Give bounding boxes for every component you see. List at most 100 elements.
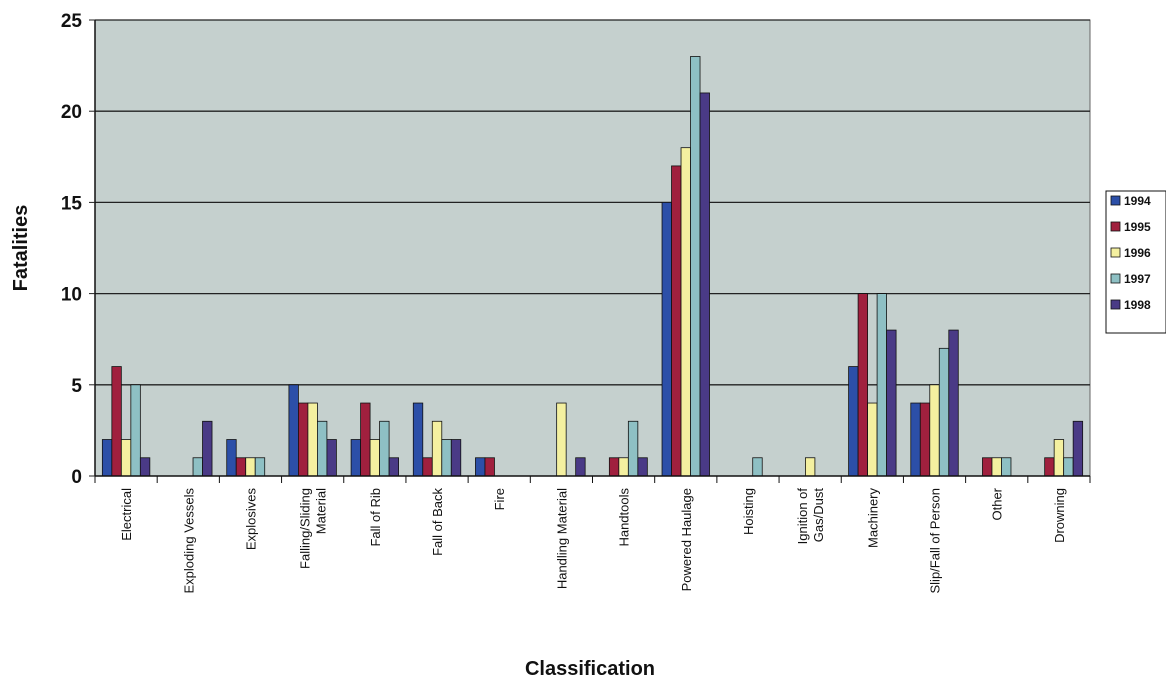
legend-label-1994: 1994 (1124, 194, 1151, 208)
bar-1996-15 (1053, 439, 1065, 477)
bar-1996-14 (991, 457, 1002, 477)
bar-1998-5 (450, 439, 462, 477)
category-label: Ignition of (795, 488, 810, 545)
bar-1998-12 (886, 329, 897, 477)
bar-1995-15 (1044, 457, 1055, 477)
category-label: Hoisting (741, 488, 756, 535)
bar-1997-14 (1001, 457, 1012, 477)
bar-1996-7 (556, 402, 567, 477)
bar-1996-12 (867, 402, 878, 477)
bar-1996-3 (307, 402, 318, 477)
bar-1998-15 (1072, 420, 1084, 477)
category-label: Exploding Vessels (181, 488, 196, 594)
category-label: Explosives (243, 488, 258, 551)
category-label: Fall of Rib (368, 488, 383, 547)
category-label: Fire (492, 488, 507, 510)
category-label: Electrical (119, 488, 134, 541)
category-label: Other (990, 487, 1005, 520)
bar-1995-9 (671, 165, 682, 477)
bar-1996-8 (618, 457, 629, 477)
axes (94, 20, 1091, 483)
category-label: Material (314, 488, 329, 534)
category-label: Falling/Sliding (298, 488, 313, 569)
y-tick-label: 10 (61, 285, 82, 306)
y-tick-label: 25 (61, 11, 83, 32)
bar-1994-0 (101, 439, 113, 477)
bar-1998-13 (948, 329, 959, 477)
bar-1995-2 (235, 457, 247, 477)
bar-1996-2 (245, 457, 256, 477)
bar-1994-4 (350, 439, 361, 477)
bar-1998-1 (202, 420, 213, 477)
category-label: Drowning (1052, 488, 1067, 543)
bar-1997-3 (317, 420, 328, 477)
bar-1997-15 (1063, 457, 1074, 477)
category-label: Gas/Dust (811, 488, 826, 543)
bar-1998-7 (575, 457, 586, 477)
bar-1996-0 (120, 439, 132, 477)
bar-1995-3 (298, 402, 309, 477)
category-label: Fall of Back (430, 488, 445, 556)
category-label: Machinery (865, 488, 880, 548)
category-label: Handtools (617, 488, 632, 547)
legend-swatch-1998 (1110, 299, 1121, 310)
bar-1997-0 (130, 384, 141, 477)
bar-1998-8 (637, 457, 648, 477)
bar-1994-9 (661, 201, 672, 477)
bar-1996-5 (431, 420, 443, 477)
bar-1995-4 (360, 402, 371, 477)
gridlines (95, 19, 1090, 386)
bar-1995-0 (111, 366, 122, 477)
bar-1995-14 (982, 457, 993, 477)
legend-swatch-1997 (1110, 273, 1121, 284)
legend: 1994 1995 1996 1997 1998 (1105, 190, 1166, 334)
legend-swatch-1995 (1110, 221, 1121, 232)
bar-1996-13 (929, 384, 940, 477)
bar-1994-2 (226, 439, 237, 477)
legend-swatch-1996 (1110, 247, 1121, 258)
bar-1995-12 (857, 293, 868, 477)
legend-label-1997: 1997 (1124, 272, 1151, 286)
bars (101, 56, 1084, 477)
bar-1997-4 (379, 420, 390, 477)
legend-label-1995: 1995 (1124, 220, 1151, 234)
y-tick-label: 5 (71, 376, 82, 397)
bar-1997-13 (938, 347, 950, 477)
bar-1995-6 (484, 457, 495, 477)
bar-1998-0 (139, 457, 151, 477)
bar-1994-12 (848, 366, 859, 477)
y-tick-label: 15 (61, 193, 83, 214)
bar-1994-3 (288, 384, 299, 477)
bar-1995-13 (919, 402, 931, 477)
legend-label-1996: 1996 (1124, 246, 1151, 260)
bar-1997-2 (254, 457, 266, 477)
bar-1998-3 (326, 439, 337, 477)
x-axis-title: Classification (525, 658, 655, 680)
bar-1996-4 (369, 439, 380, 477)
bar-1997-8 (627, 420, 639, 477)
bar-1998-9 (699, 92, 710, 477)
plot-area (94, 19, 1091, 477)
bar-1997-1 (192, 457, 203, 477)
bar-1995-8 (608, 457, 620, 477)
y-tick-labels: 0 5 10 15 20 25 (61, 11, 95, 488)
bar-1995-5 (422, 457, 433, 477)
bar-1994-6 (475, 457, 486, 477)
category-label: Slip/Fall of Person (928, 488, 943, 594)
y-axis-title: Fatalities (10, 205, 32, 292)
legend-label-1998: 1998 (1124, 298, 1151, 312)
bar-1996-11 (805, 457, 816, 477)
y-tick-label: 20 (61, 102, 82, 123)
category-label: Handling Material (554, 488, 569, 589)
bar-1997-5 (441, 439, 452, 477)
bar-1994-5 (412, 402, 424, 477)
legend-swatch-1994 (1110, 195, 1121, 206)
bar-1997-12 (876, 293, 887, 477)
bar-1994-13 (910, 402, 921, 477)
category-labels: Electrical Exploding Vessels Explosives Fal… (119, 487, 1067, 593)
bar-1997-9 (690, 56, 701, 477)
bar-1997-10 (752, 457, 763, 477)
bar-1998-4 (388, 457, 399, 477)
category-label: Powered Haulage (679, 488, 694, 591)
